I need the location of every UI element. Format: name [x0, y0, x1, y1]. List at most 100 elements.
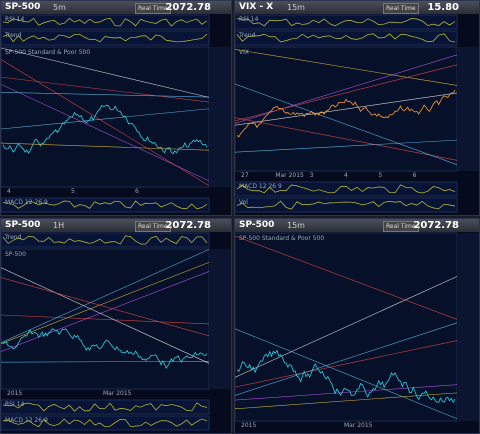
- main-label: SP-500 Standard & Poor 500: [5, 49, 90, 56]
- x-label: 5: [378, 172, 382, 179]
- interval: 1H: [53, 221, 65, 230]
- indicator-label: MACD 12 26 9: [239, 183, 282, 190]
- indicator-pane: [1, 399, 210, 415]
- trend-line: [1, 249, 210, 343]
- panel-header: SP-500 15m Real Time 2072.78: [235, 219, 479, 232]
- trend-line: [235, 64, 458, 122]
- main-label: VIX: [239, 49, 249, 56]
- indicator-line: [2, 200, 208, 210]
- x-label: 6: [413, 172, 417, 179]
- trend-line: [1, 108, 210, 130]
- panel-header: SP-500 5m Real Time 2072.78: [1, 1, 231, 14]
- indicator-pane: [1, 415, 210, 431]
- indicator-pane: [235, 197, 458, 213]
- panel-header: VIX - X 15m Real Time 15.80: [235, 1, 479, 14]
- price: 15.80: [427, 2, 459, 13]
- trend-line: [235, 384, 458, 401]
- trend-line: [1, 142, 210, 151]
- indicator-line: [2, 17, 208, 27]
- symbol: SP-500: [5, 220, 41, 230]
- indicator-line: [2, 33, 208, 43]
- price-axis: [457, 47, 479, 171]
- price-line: [236, 349, 456, 404]
- indicator-line: [236, 18, 456, 27]
- price: 2072.78: [165, 220, 211, 231]
- indicator-line: [236, 200, 456, 210]
- price-axis: [457, 233, 479, 421]
- interval: 15m: [287, 3, 305, 12]
- main-label: SP-500: [5, 251, 26, 258]
- trend-line: [1, 267, 210, 364]
- real-time-button[interactable]: Real Time: [135, 221, 171, 232]
- price-line: [2, 328, 208, 369]
- price-line: [2, 104, 208, 155]
- trend-line: [235, 340, 458, 388]
- trend-line: [235, 83, 458, 165]
- x-label: 3: [310, 172, 314, 179]
- real-time-button[interactable]: Real Time: [383, 3, 419, 14]
- chart-panel: VIX - X 15m Real Time 15.80 RSI 14 Trend VIX 27…: [234, 0, 480, 216]
- x-label: 6: [135, 188, 139, 195]
- indicator-pane: [1, 197, 210, 213]
- trend-line: [235, 328, 458, 420]
- indicator-label: Trend: [4, 234, 22, 241]
- trend-line: [235, 49, 458, 86]
- x-label: 4: [344, 172, 348, 179]
- symbol: SP-500: [5, 2, 41, 12]
- trend-line: [235, 139, 458, 153]
- trend-line: [235, 322, 458, 396]
- symbol: SP-500: [239, 220, 275, 230]
- price-pane: [1, 46, 210, 188]
- price-pane: [1, 248, 210, 390]
- indicator-line: [2, 402, 208, 412]
- price-line: [236, 89, 456, 138]
- indicator-pane: [1, 232, 210, 248]
- price: 2072.78: [165, 2, 211, 13]
- panel-header: SP-500 1H Real Time 2072.78: [1, 219, 231, 232]
- indicator-line: [2, 235, 208, 245]
- indicator-line: [236, 33, 456, 43]
- trend-line: [235, 392, 458, 410]
- indicator-line: [236, 184, 456, 194]
- indicator-label: MACD 12 26 9: [5, 199, 48, 206]
- indicator-pane: [235, 14, 458, 30]
- indicator-label: Trend: [4, 32, 22, 39]
- x-label: Mar 2015: [103, 390, 132, 397]
- trend-line: [1, 92, 210, 98]
- real-time-button[interactable]: Real Time: [383, 221, 419, 232]
- symbol: VIX - X: [239, 2, 274, 12]
- trend-line: [1, 262, 210, 345]
- indicator-label: RSI 14: [5, 16, 24, 23]
- x-label: Mar 2015: [344, 422, 373, 429]
- trend-line: [235, 117, 458, 161]
- chart-panel: SP-500 15m Real Time 2072.78 SP-500 Standard…: [234, 218, 480, 434]
- indicator-label: MACD 12 26 9: [5, 417, 48, 424]
- indicator-label: Trend: [238, 32, 256, 39]
- interval: 15m: [287, 221, 305, 230]
- indicator-label: Vol: [239, 199, 248, 206]
- trend-line: [1, 76, 210, 103]
- price-axis: [209, 47, 231, 187]
- trend-line: [235, 235, 458, 320]
- indicator-line: [2, 418, 208, 428]
- trend-line: [1, 360, 210, 363]
- trend-line: [1, 314, 210, 325]
- trend-line: [235, 92, 458, 126]
- chart-area: Trend SP-500 2015 Mar 2015 RSI 14 MACD 12 26 …: [1, 232, 231, 431]
- price-axis: [209, 249, 231, 389]
- chart-area: RSI 14 Trend SP-500 Standard & Poor 500 4 5 6…: [1, 14, 231, 213]
- trend-line: [1, 47, 210, 98]
- indicator-label: RSI 14: [5, 401, 24, 408]
- x-label: 4: [7, 188, 11, 195]
- x-label: 27: [241, 172, 249, 179]
- main-label: SP-500 Standard & Poor 500: [239, 235, 324, 242]
- trend-line: [235, 276, 458, 378]
- indicator-pane: [1, 14, 210, 30]
- trend-line: [235, 54, 458, 124]
- price: 2072.78: [413, 220, 459, 231]
- chart-panel: SP-500 1H Real Time 2072.78 Trend SP-500 2015 M…: [0, 218, 232, 434]
- trend-line: [1, 277, 210, 337]
- real-time-button[interactable]: Real Time: [135, 3, 171, 14]
